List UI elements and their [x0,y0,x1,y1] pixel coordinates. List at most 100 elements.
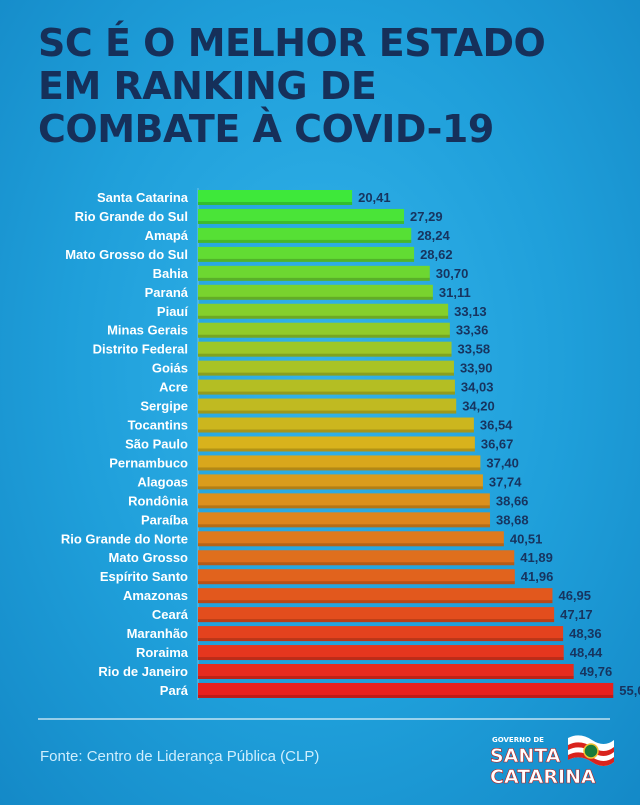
footer-divider [38,718,610,720]
bar-shadow-2 [198,220,405,224]
value-label-4: 28,62 [420,247,453,262]
bar-shadow-17 [198,505,490,509]
category-label-27: Pará [160,683,189,698]
bar-24 [198,626,564,642]
bar-2 [198,208,405,224]
value-label-15: 37,40 [486,455,519,470]
value-label-21: 41,96 [521,569,554,584]
bar-shadow-1 [198,202,353,205]
bar-shadow-13 [198,429,474,433]
value-label-18: 38,68 [496,512,529,527]
category-label-22: Amazonas [123,588,188,603]
value-label-3: 28,24 [417,228,450,243]
logo-line3: CATARINA [490,766,596,788]
value-label-10: 33,90 [460,361,493,376]
category-label-18: Paraíba [141,512,189,527]
bar-shadow-9 [198,353,452,357]
bar-shadow-6 [198,296,433,300]
category-label-24: Maranhão [127,626,188,641]
bar-shadow-3 [198,239,412,243]
category-label-20: Mato Grosso [109,550,189,565]
category-label-19: Rio Grande do Norte [61,531,188,546]
bar-shadow-21 [198,581,515,585]
value-label-11: 34,03 [461,380,494,395]
bar-21 [198,569,515,585]
bar-20 [198,550,515,566]
value-label-24: 48,36 [569,626,602,641]
bar-7 [198,303,449,319]
category-label-8: Minas Gerais [107,323,188,338]
bar-12 [198,398,457,414]
category-label-5: Bahia [153,266,189,281]
category-label-1: Santa Catarina [97,190,189,205]
value-label-7: 33,13 [454,304,487,319]
category-label-10: Goiás [152,361,188,376]
bar-shadow-7 [198,315,449,319]
category-label-7: Piauí [157,304,188,319]
value-label-5: 30,70 [436,266,469,281]
category-label-16: Alagoas [137,474,188,489]
bar-shadow-12 [198,410,457,414]
value-label-1: 20,41 [358,190,391,205]
bar-shadow-18 [198,524,491,528]
value-label-27: 55,00 [619,683,640,698]
value-label-2: 27,29 [410,209,443,224]
category-label-2: Rio Grande do Sul [75,209,188,224]
source-note: Fonte: Centro de Liderança Pública (CLP) [40,748,320,765]
bar-1 [198,190,353,205]
category-label-12: Sergipe [140,399,188,414]
bar-shadow-16 [198,486,483,490]
bar-shadow-11 [198,391,455,395]
governo-santa-catarina-logo: GOVERNO DE SANTA CATARINA [490,735,614,788]
bar-26 [198,664,574,679]
category-label-15: Pernambuco [109,455,188,470]
value-label-6: 31,11 [439,285,471,300]
bar-11 [198,379,455,395]
category-label-21: Espírito Santo [100,569,188,584]
bar-22 [198,588,553,604]
value-label-22: 46,95 [558,588,591,603]
category-label-26: Rio de Janeiro [98,664,188,679]
bar-shadow-27 [198,694,614,698]
bar-4 [198,246,415,262]
bar-shadow-26 [198,676,574,679]
category-label-3: Amapá [145,228,189,243]
bar-shadow-19 [198,543,504,547]
bar-3 [198,227,412,243]
title-line-1: SC É O MELHOR ESTADO [38,21,546,65]
bar-13 [198,417,474,433]
bar-shadow-24 [198,638,564,642]
bar-5 [198,265,430,281]
bar-6 [198,284,433,300]
logo-line1: GOVERNO DE [492,736,544,744]
value-label-16: 37,74 [489,474,522,489]
logo-line2: SANTA [490,745,561,767]
bar-23 [198,607,555,623]
bar-shadow-25 [198,657,564,661]
value-label-8: 33,36 [456,323,489,338]
bar-9 [198,341,452,357]
value-label-23: 47,17 [560,607,593,622]
santa-catarina-flag-icon [568,735,614,766]
bar-25 [198,645,564,661]
bar-shadow-8 [198,334,450,338]
bar-shadow-14 [198,448,475,452]
bar-10 [198,360,454,376]
category-label-11: Acre [159,380,188,395]
bar-15 [198,455,481,471]
category-label-6: Paraná [145,285,189,300]
bar-shadow-5 [198,277,430,281]
bar-shadow-23 [198,619,555,623]
bar-shadow-10 [198,372,454,376]
value-label-9: 33,58 [458,342,491,357]
value-label-12: 34,20 [462,399,495,414]
bar-14 [198,436,475,452]
bar-19 [198,531,504,547]
category-label-17: Rondônia [128,493,189,508]
bar-16 [198,474,483,490]
value-label-17: 38,66 [496,493,529,508]
chart-title: SC É O MELHOR ESTADO EM RANKING DE COMBA… [38,22,618,151]
value-label-14: 36,67 [481,436,514,451]
bar-shadow-15 [198,467,481,471]
bar-27 [198,682,614,698]
